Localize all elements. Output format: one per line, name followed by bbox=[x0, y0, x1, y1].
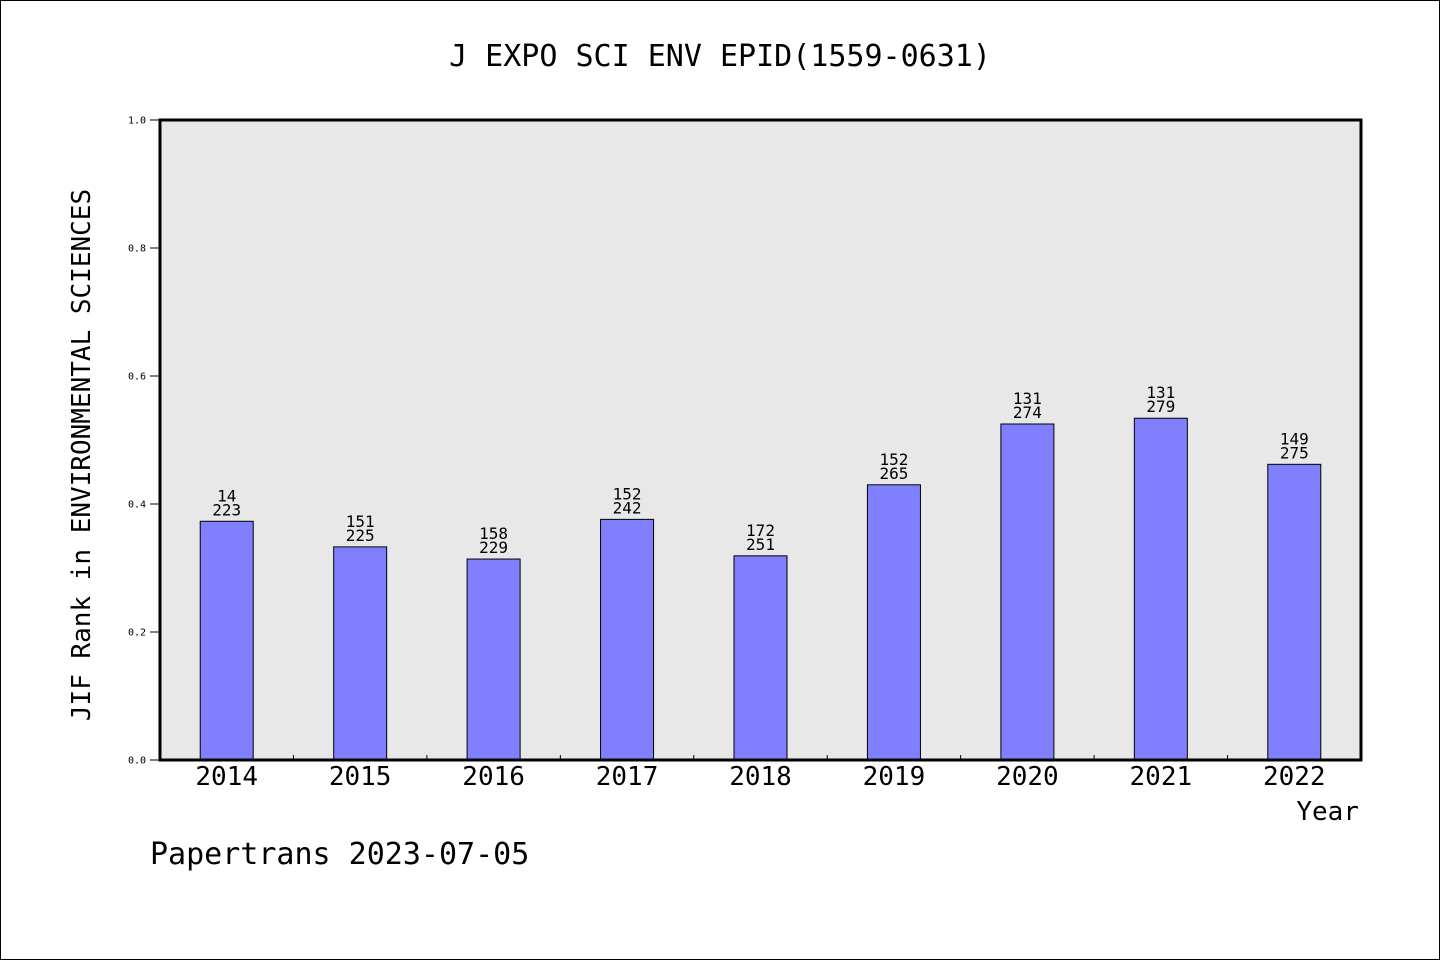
bar-total-label: 265 bbox=[879, 464, 908, 483]
x-tick-label: 2015 bbox=[329, 762, 392, 792]
plot-border bbox=[158, 118, 1363, 762]
bar-total-label: 223 bbox=[212, 500, 241, 519]
x-axis: 2014 2015 2016 2017 2018 2019 2020 2021 2022 bbox=[195, 755, 1326, 792]
bar-2021 bbox=[1133, 417, 1188, 761]
x-tick-label: 2020 bbox=[996, 762, 1059, 792]
y-tick-label: 0.6 bbox=[128, 372, 146, 383]
y-axis: 0.0 0.2 0.4 0.6 0.8 1.0 bbox=[128, 116, 160, 767]
bar-total-label: 279 bbox=[1146, 397, 1175, 416]
bar-2020 bbox=[1000, 423, 1055, 761]
bar-2018 bbox=[733, 555, 788, 761]
credit-text: Papertrans 2023-07-05 bbox=[150, 837, 529, 872]
y-tick-label: 0.8 bbox=[128, 244, 146, 255]
y-axis-label: JIF Rank in ENVIRONMENTAL SCIENCES bbox=[67, 189, 97, 721]
x-tick-label: 2019 bbox=[863, 762, 926, 792]
x-tick-label: 2014 bbox=[195, 762, 258, 792]
bar-total-label: 229 bbox=[479, 538, 508, 557]
bar-rank-label: 151 bbox=[346, 512, 375, 531]
bar-2016 bbox=[466, 558, 521, 761]
bar-rank-label: 172 bbox=[746, 521, 775, 540]
bar-total-label: 251 bbox=[746, 535, 775, 554]
y-tick-label: 0.2 bbox=[128, 628, 146, 639]
bars-group bbox=[199, 417, 1322, 761]
bar-total-label: 275 bbox=[1280, 443, 1309, 462]
x-tick-label: 2016 bbox=[462, 762, 525, 792]
bar-2014 bbox=[199, 520, 254, 761]
x-tick-label: 2018 bbox=[729, 762, 792, 792]
y-tick-label: 0.0 bbox=[128, 756, 146, 767]
bar-2019 bbox=[866, 484, 921, 761]
bar-2017 bbox=[600, 518, 655, 761]
bar-2015 bbox=[333, 546, 388, 761]
bar-rank-label: 149 bbox=[1280, 429, 1309, 448]
y-tick-label: 1.0 bbox=[128, 116, 146, 127]
y-tick-label: 0.4 bbox=[128, 500, 146, 511]
x-axis-label: Year bbox=[1296, 797, 1359, 827]
bar-total-label: 242 bbox=[613, 498, 642, 517]
bar-rank-label: 152 bbox=[613, 484, 642, 503]
x-tick-label: 2021 bbox=[1130, 762, 1193, 792]
x-tick-label: 2017 bbox=[596, 762, 659, 792]
bar-rank-label: 152 bbox=[879, 450, 908, 469]
bar-rank-label: 14 bbox=[217, 486, 236, 505]
bar-total-label: 274 bbox=[1013, 403, 1042, 422]
chart-title: J EXPO SCI ENV EPID(1559-0631) bbox=[449, 39, 991, 74]
bar-2022 bbox=[1267, 463, 1322, 761]
bar-rank-label: 131 bbox=[1146, 383, 1175, 402]
bar-rank-label: 131 bbox=[1013, 389, 1042, 408]
bar-total-label: 225 bbox=[346, 526, 375, 545]
x-tick-label: 2022 bbox=[1263, 762, 1326, 792]
bar-rank-label: 158 bbox=[479, 524, 508, 543]
